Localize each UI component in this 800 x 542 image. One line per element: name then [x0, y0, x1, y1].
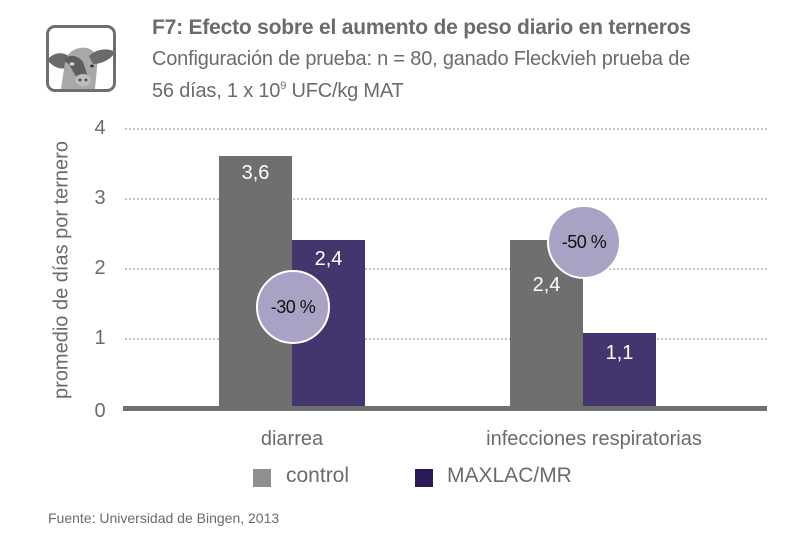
bar-value-label: 1,1	[605, 342, 634, 364]
bar-resp-maxlac: 1,1	[583, 333, 656, 408]
gridline-3	[125, 198, 767, 200]
legend-swatch-control	[253, 469, 271, 487]
subtitle-line-1: Configuración de prueba: n = 80, ganado …	[152, 48, 691, 70]
reduction-badge-diarrea: -30 %	[256, 270, 330, 344]
bar-value-label: 2,4	[314, 248, 343, 270]
x-axis-line	[123, 406, 767, 411]
gridline-1	[125, 338, 767, 340]
subtitle-line-2-pre: 56 días, 1 x 10	[152, 80, 281, 102]
gridline-2	[125, 268, 767, 270]
chart-subtitle: Configuración de prueba: n = 80, ganado …	[152, 46, 782, 105]
y-tick-4: 4	[94, 117, 106, 139]
category-label-diarrea: diarrea	[260, 428, 324, 450]
bar-value-label: 3,6	[241, 162, 270, 184]
legend-swatch-maxlac	[415, 469, 433, 487]
gridline-4	[125, 128, 767, 130]
chart-title: F7: Efecto sobre el aumento de peso diar…	[152, 16, 691, 39]
source-note: Fuente: Universidad de Bingen, 2013	[48, 510, 280, 526]
y-axis-label: promedio de días por ternero	[50, 141, 73, 399]
legend-label-control: control	[286, 464, 350, 487]
cow-head-icon	[46, 25, 116, 92]
y-tick-2: 2	[94, 257, 106, 279]
y-tick-3: 3	[94, 187, 106, 209]
reduction-badge-resp: -50 %	[547, 205, 621, 279]
subtitle-line-2-post: UFC/kg MAT	[286, 80, 404, 102]
legend-label-maxlac: MAXLAC/MR	[447, 464, 572, 487]
y-tick-0: 0	[94, 400, 106, 422]
y-tick-1: 1	[94, 327, 106, 349]
bar-value-label: 2,4	[532, 274, 561, 296]
category-label-resp: infecciones respiratorias	[486, 428, 702, 450]
subtitle-superscript: 9	[280, 80, 287, 92]
